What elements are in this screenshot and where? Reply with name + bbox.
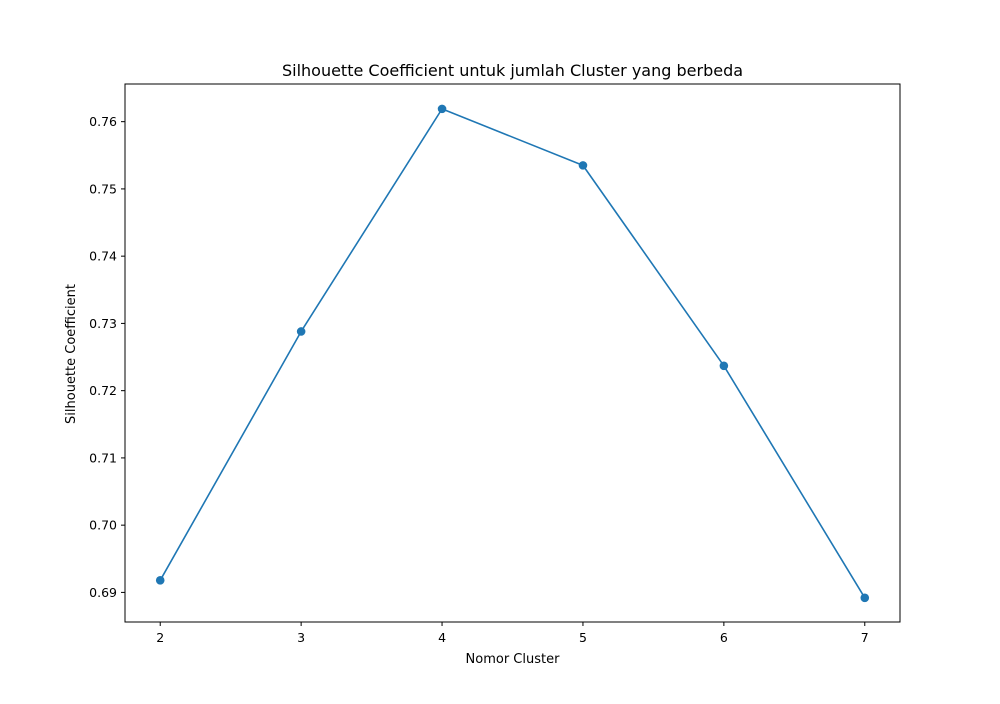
chart-title: Silhouette Coefficient untuk jumlah Clus… bbox=[282, 61, 743, 80]
x-tick-label: 5 bbox=[579, 630, 587, 645]
x-tick-label: 4 bbox=[438, 630, 446, 645]
data-point bbox=[719, 361, 729, 371]
y-tick-label: 0.71 bbox=[89, 450, 117, 465]
series-layer bbox=[155, 104, 870, 603]
data-point bbox=[437, 104, 447, 114]
y-tick-label: 0.76 bbox=[89, 114, 117, 129]
y-tick-label: 0.75 bbox=[89, 181, 117, 196]
y-tick-label: 0.70 bbox=[89, 518, 117, 533]
y-tick-label: 0.69 bbox=[89, 585, 117, 600]
axis-ticks: 2 3 4 5 6 7 0.69 0.70 0.71 0.72 0.73 0.74 0.75 0.76 bbox=[89, 114, 869, 645]
y-tick-label: 0.74 bbox=[89, 249, 117, 264]
data-point bbox=[296, 327, 306, 336]
x-tick-label: 3 bbox=[297, 630, 305, 645]
x-tick-label: 7 bbox=[861, 630, 869, 645]
data-point bbox=[860, 593, 870, 603]
x-axis-label: Nomor Cluster bbox=[466, 652, 561, 667]
data-point bbox=[155, 576, 165, 585]
y-tick-label: 0.73 bbox=[89, 316, 117, 331]
plot-frame bbox=[124, 83, 901, 623]
data-point bbox=[578, 161, 588, 170]
y-axis-label: Silhouette Coefficient bbox=[64, 284, 79, 424]
y-tick-label: 0.72 bbox=[89, 383, 117, 398]
series-line bbox=[159, 108, 866, 599]
x-tick-label: 2 bbox=[156, 630, 164, 645]
x-tick-label: 6 bbox=[720, 630, 728, 645]
